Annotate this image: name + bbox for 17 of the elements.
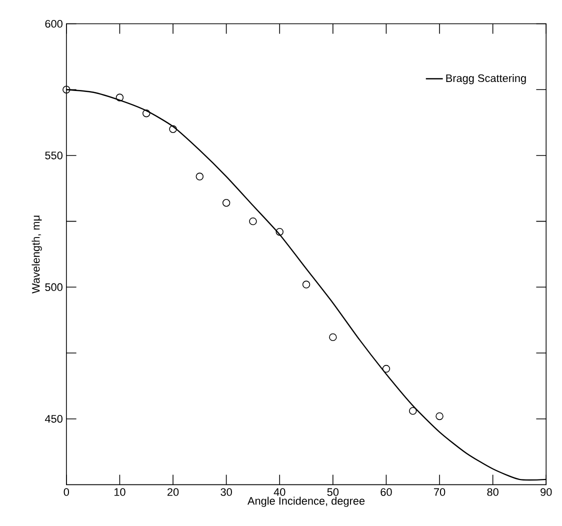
x-tick-label: 0 bbox=[64, 488, 70, 496]
x-tick-label: 40 bbox=[274, 488, 286, 496]
x-tick-label: 80 bbox=[487, 488, 498, 496]
x-tick-label: 60 bbox=[380, 488, 392, 496]
y-tick-label: 550 bbox=[45, 151, 62, 160]
x-tick-label: 90 bbox=[540, 488, 552, 496]
y-axis-title: Wavelength, mμ bbox=[32, 216, 42, 294]
y-tick-label: 500 bbox=[45, 283, 62, 291]
x-tick-label: 20 bbox=[168, 488, 179, 496]
x-tick-label: 50 bbox=[327, 488, 339, 496]
x-tick-label: 70 bbox=[434, 488, 446, 496]
x-tick-label: 10 bbox=[114, 488, 126, 496]
y-tick-label: 600 bbox=[45, 20, 62, 28]
x-axis-title: Angle Incidence, degree bbox=[247, 496, 365, 507]
x-tick-label: 30 bbox=[220, 488, 232, 496]
legend-label: Bragg Scattering bbox=[446, 74, 526, 84]
y-tick-label: 450 bbox=[44, 414, 62, 423]
